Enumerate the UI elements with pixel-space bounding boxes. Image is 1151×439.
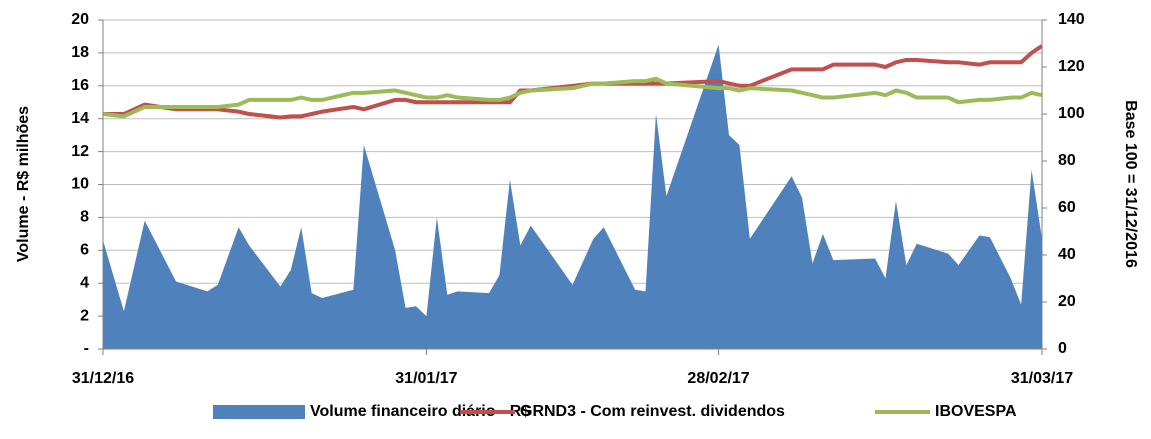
y-tick-label: 6 (80, 242, 89, 259)
x-tick-label: 31/03/17 (1011, 370, 1073, 387)
legend-swatch (213, 405, 305, 419)
y-tick-label: 16 (71, 77, 89, 94)
legend-label: GRND3 - Com reinvest. dividendos (520, 403, 785, 420)
x-tick-label: 28/02/17 (687, 370, 749, 387)
y-tick-label: 10 (71, 176, 89, 193)
line (102, 76, 1043, 119)
y-tick-label: 8 (80, 209, 89, 226)
y2-tick-label: 80 (1058, 152, 1076, 169)
y2-tick-label: 0 (1058, 340, 1067, 357)
y2-tick-label: 60 (1058, 199, 1076, 216)
y-tick-label: 18 (71, 44, 89, 61)
line (103, 44, 1044, 120)
x-tick-label: 31/12/16 (72, 370, 134, 387)
y-tick-label: 2 (80, 307, 89, 324)
y2-tick-label: 100 (1058, 105, 1085, 122)
y-tick-label: 4 (80, 274, 89, 291)
y-tick-label: 12 (71, 143, 89, 160)
y2-axis-title: Base 100 = 31/12/2016 (1122, 100, 1139, 268)
y-tick-label: 14 (71, 110, 89, 127)
y2-tick-label: 140 (1058, 11, 1085, 28)
y2-tick-label: 40 (1058, 246, 1076, 263)
y-tick-label: 20 (71, 11, 89, 28)
legend-label: IBOVESPA (935, 403, 1017, 420)
legend-label: Volume financeiro diário - R$ (310, 403, 530, 420)
volume-area (103, 44, 1042, 350)
y2-tick-label: 20 (1058, 293, 1076, 310)
y2-tick-label: 120 (1058, 58, 1085, 75)
x-tick-label: 31/01/17 (395, 370, 457, 387)
y-axis-title: Volume - R$ milhões (15, 106, 32, 262)
y-tick-label: - (84, 340, 89, 357)
